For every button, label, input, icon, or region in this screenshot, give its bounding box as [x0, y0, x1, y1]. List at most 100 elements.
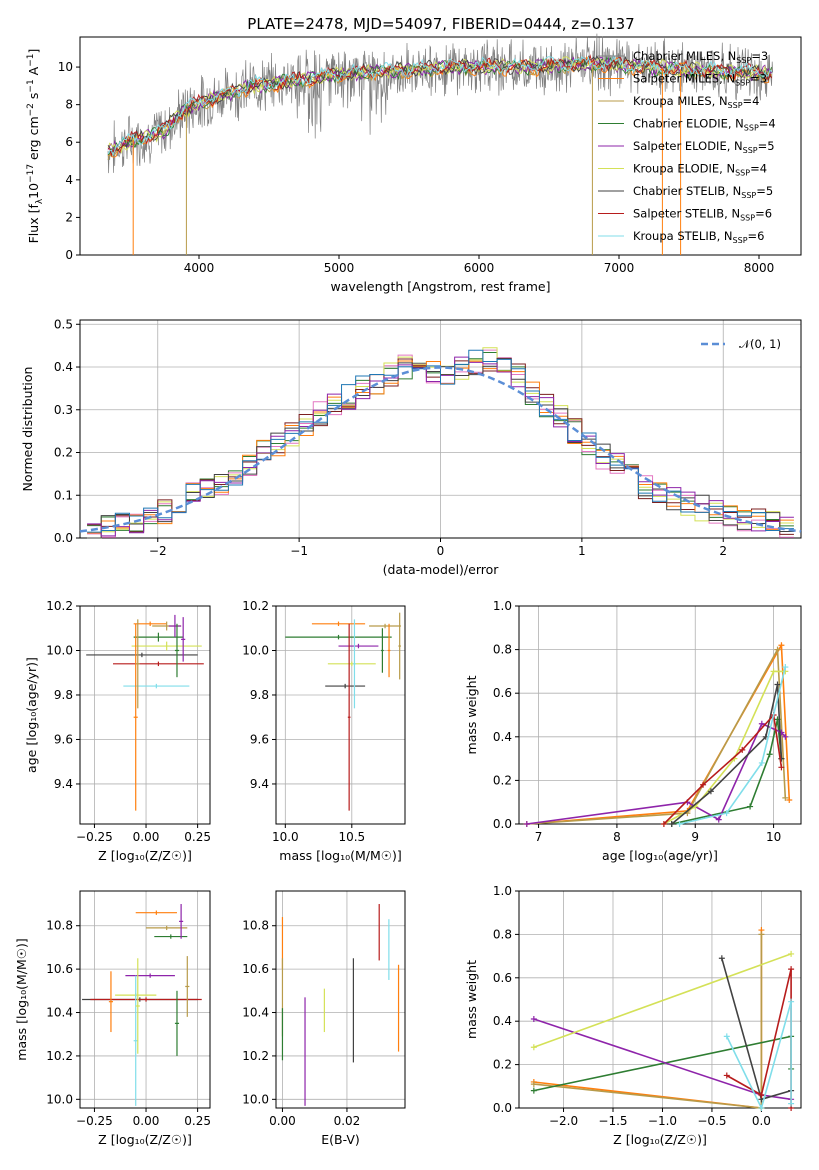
- data-point-marker: [530, 1081, 537, 1088]
- legend-label: Kroupa MILES, NSSP=4: [633, 94, 759, 110]
- axes-frame: [518, 890, 802, 1109]
- y-tick-label: 0: [65, 248, 73, 262]
- y-tick-label: 0.0: [493, 1101, 512, 1115]
- x-tick-label: 8000: [744, 261, 775, 275]
- y-tick-label: 0.6: [493, 971, 512, 985]
- data-point-marker: [778, 642, 785, 649]
- data-point-marker: [530, 1016, 537, 1023]
- axes-6: −0.25 0.00 0.25 10.0 10.2 10.4 10.6 10.8 Z [log₁…: [14, 890, 211, 1147]
- data-point-marker: [786, 797, 793, 804]
- data-point-marker: [766, 751, 773, 758]
- x-tick-label: −1.5: [598, 1114, 627, 1128]
- data-point-marker: [707, 788, 714, 795]
- x-axis-label: (data-model)/error: [383, 562, 500, 577]
- y-tick-label: 0.2: [493, 1058, 512, 1072]
- y-tick-label: 6: [65, 135, 73, 149]
- axes-1: 4000 5000 6000 7000 8000 0 2 4 6 8 10 wavelength [A…: [26, 33, 802, 294]
- x-tick-label: 7: [535, 830, 543, 844]
- y-tick-label: 10.8: [242, 919, 269, 933]
- legend-label: Kroupa ELODIE, NSSP=4: [633, 162, 767, 178]
- x-tick-label: −0.25: [76, 1114, 113, 1128]
- y-tick-label: 10.0: [242, 643, 269, 657]
- x-tick-label: 8: [613, 830, 621, 844]
- axes-frame: [79, 319, 802, 539]
- x-tick-label: 10.5: [338, 830, 365, 844]
- y-tick-label: 9.6: [54, 732, 73, 746]
- data-point-marker: [530, 1087, 537, 1094]
- y-tick-label: 0.5: [54, 317, 73, 331]
- x-axis-label: mass [log₁₀(M/M☉)]: [279, 848, 401, 863]
- x-tick-label: 2: [719, 544, 727, 558]
- axes-frame: [79, 890, 211, 1109]
- y-tick-label: 1.0: [493, 599, 512, 613]
- data-point-marker: [723, 810, 730, 817]
- y-tick-label: 8: [65, 98, 73, 112]
- x-tick-label: 5000: [324, 261, 355, 275]
- x-tick-label: −2.0: [549, 1114, 578, 1128]
- data-point-marker: [668, 821, 675, 827]
- data-point-marker: [758, 1091, 765, 1098]
- y-tick-label: 10.8: [46, 919, 73, 933]
- x-tick-label: 9: [691, 830, 699, 844]
- y-tick-label: 10.2: [242, 1049, 269, 1063]
- x-tick-label: 0: [437, 544, 445, 558]
- y-axis-label: Normed distribution: [20, 367, 35, 492]
- x-tick-label: −0.25: [76, 830, 113, 844]
- mass-weight-series-line: [526, 722, 786, 825]
- data-point-marker: [758, 720, 765, 727]
- x-tick-label: 0.00: [133, 1114, 160, 1128]
- y-tick-label: 10.2: [46, 599, 73, 613]
- y-tick-label: 9.6: [250, 732, 269, 746]
- histogram-step-line: [87, 349, 794, 533]
- x-tick-label: 0.00: [269, 1114, 296, 1128]
- y-tick-label: 0.4: [493, 730, 512, 744]
- axes-frame: [275, 605, 406, 825]
- y-tick-label: 0.8: [493, 643, 512, 657]
- legend-label: Kroupa STELIB, NSSP=6: [633, 229, 764, 245]
- mass-weight-series-line: [533, 953, 792, 1048]
- y-axis-label: mass weight: [464, 960, 479, 1039]
- x-tick-label: −1: [290, 544, 308, 558]
- y-tick-label: 10.6: [46, 962, 73, 976]
- y-tick-label: 10.0: [46, 1092, 73, 1106]
- x-axis-label: Z [log₁₀(Z/Z☉)]: [98, 1132, 192, 1147]
- axes-3: −0.25 0.00 0.25 9.4 9.6 9.8 10.0 10.2 Z [log₁₀(Z…: [24, 599, 211, 863]
- y-tick-label: 0.0: [54, 531, 73, 545]
- data-point-marker: [660, 821, 667, 827]
- x-axis-label: Z [log₁₀(Z/Z☉)]: [98, 848, 192, 863]
- y-tick-label: 9.8: [250, 688, 269, 702]
- data-point-marker: [788, 998, 795, 1005]
- legend-label: Chabrier MILES, NSSP=3: [633, 49, 768, 65]
- y-axis-label: mass weight: [464, 675, 479, 754]
- x-axis-label: Z [log₁₀(Z/Z☉)]: [613, 1132, 707, 1147]
- data-point-marker: [788, 966, 795, 973]
- y-axis-label: mass [log₁₀(M/M☉)]: [14, 938, 29, 1060]
- y-tick-label: 4: [65, 173, 73, 187]
- mass-weight-series-line: [526, 646, 787, 825]
- y-axis-label: age [log₁₀(age/yr)]: [24, 657, 39, 773]
- mass-weight-series-line: [526, 642, 791, 825]
- model-spectrum-line: [107, 56, 772, 150]
- data-point-marker: [788, 950, 795, 957]
- legend-label: Salpeter MILES, NSSP=3: [633, 72, 767, 88]
- x-tick-label: 10.0: [272, 830, 299, 844]
- mass-weight-series-line: [679, 666, 787, 825]
- legend-label: Chabrier ELODIE, NSSP=4: [633, 117, 776, 133]
- data-point-marker: [782, 794, 789, 801]
- data-point-marker: [758, 931, 765, 938]
- axes-frame: [275, 890, 406, 1109]
- figure-title: PLATE=2478, MJD=54097, FIBERID=0444, z=0…: [247, 15, 634, 33]
- y-tick-label: 2: [65, 210, 73, 224]
- y-tick-label: 0.0: [493, 817, 512, 831]
- data-point-marker: [523, 821, 530, 827]
- data-point-marker: [676, 821, 683, 827]
- y-tick-label: 0.6: [493, 686, 512, 700]
- y-tick-label: 10.0: [46, 643, 73, 657]
- y-tick-label: 9.4: [250, 777, 269, 791]
- x-tick-label: 6000: [464, 261, 495, 275]
- x-axis-label: age [log₁₀(age/yr)]: [602, 848, 718, 863]
- y-tick-label: 0.8: [493, 927, 512, 941]
- legend: Chabrier MILES, NSSP=3 Salpeter MILES, NS…: [598, 49, 776, 245]
- axes-5: 7 8 9 10 0.0 0.2 0.4 0.6 0.8 1.0 age [log₁₀(age/yr…: [464, 599, 802, 863]
